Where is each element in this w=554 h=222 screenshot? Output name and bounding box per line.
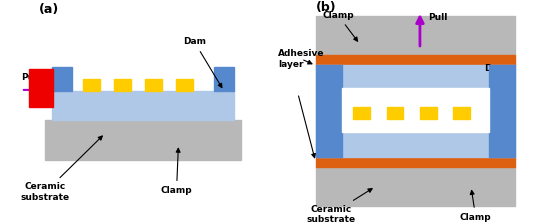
- Bar: [214, 67, 234, 91]
- Bar: [316, 56, 515, 65]
- Text: Pull: Pull: [428, 13, 447, 22]
- Text: Dam: Dam: [183, 37, 222, 87]
- Bar: [52, 91, 234, 120]
- Bar: [52, 67, 72, 91]
- Text: Clamp: Clamp: [460, 190, 491, 222]
- Bar: [316, 166, 515, 206]
- Text: Ceramic
substrate: Ceramic substrate: [306, 189, 372, 222]
- Bar: [489, 65, 515, 157]
- Bar: [176, 79, 193, 91]
- Text: Push: Push: [21, 73, 46, 82]
- Bar: [316, 65, 342, 157]
- Bar: [353, 107, 370, 119]
- Bar: [453, 107, 470, 119]
- Bar: [387, 107, 403, 119]
- Bar: [316, 65, 515, 157]
- Bar: [83, 79, 100, 91]
- Bar: [420, 107, 437, 119]
- Bar: [316, 16, 515, 56]
- Text: (a): (a): [39, 3, 59, 16]
- Bar: [342, 88, 489, 132]
- Text: (b): (b): [316, 1, 336, 14]
- Bar: [316, 157, 515, 166]
- Text: Dam: Dam: [484, 64, 514, 106]
- Text: Ceramic
substrate: Ceramic substrate: [20, 136, 102, 202]
- Bar: [114, 79, 131, 91]
- Bar: [145, 79, 162, 91]
- Text: Clamp: Clamp: [322, 11, 357, 41]
- Bar: [29, 69, 53, 107]
- Text: Clamp: Clamp: [161, 148, 192, 195]
- Bar: [45, 120, 240, 160]
- Text: Adhesive
layer: Adhesive layer: [278, 49, 324, 69]
